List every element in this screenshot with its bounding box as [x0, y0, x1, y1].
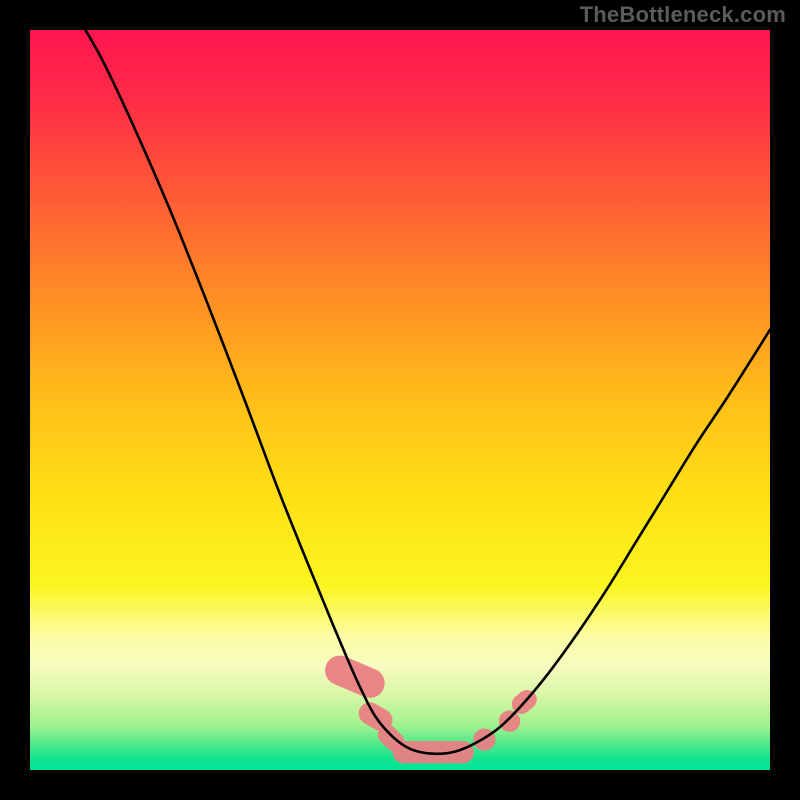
curve-marker [499, 710, 520, 731]
plot-area [30, 30, 770, 770]
chart-svg [30, 30, 770, 770]
watermark-text: TheBottleneck.com [580, 2, 786, 28]
curve-marker [393, 741, 474, 763]
chart-frame: TheBottleneck.com [0, 0, 800, 800]
